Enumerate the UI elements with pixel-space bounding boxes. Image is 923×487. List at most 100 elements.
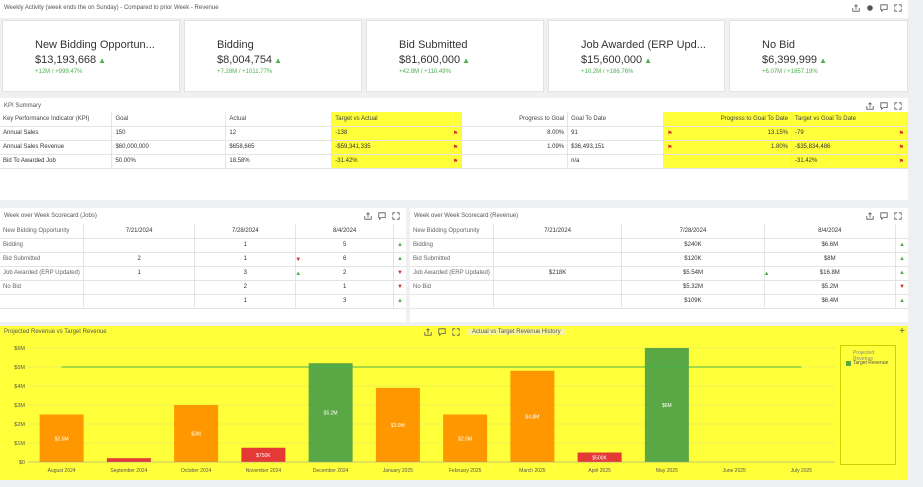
scorecard-row-label bbox=[410, 294, 494, 309]
trend-up-icon: ▲ bbox=[397, 256, 403, 262]
export-icon[interactable] bbox=[866, 102, 874, 110]
comment-icon[interactable] bbox=[880, 102, 888, 110]
scorecard-row: Bidding 1 5 ▲ bbox=[0, 238, 406, 253]
legend-title: Projected Revenue bbox=[853, 350, 875, 362]
kpi-card[interactable]: No Bid $6,399,999 ▲ +6.07M / +1857.19% bbox=[729, 20, 908, 92]
expand-icon[interactable] bbox=[894, 4, 902, 12]
expand-icon[interactable] bbox=[452, 328, 460, 336]
expand-icon[interactable] bbox=[392, 212, 400, 220]
export-icon[interactable] bbox=[364, 212, 372, 220]
kpi-cell-value: 8.00% bbox=[547, 130, 565, 136]
kpi-cell-tvgtd: -79 ⚑ bbox=[791, 126, 908, 141]
scorecard-date-header[interactable]: 8/4/2024 bbox=[764, 224, 897, 239]
card-value: $15,600,000 bbox=[581, 54, 643, 66]
scorecard-row: $109K $6.4M ▲ bbox=[410, 294, 908, 309]
chart-tab-history[interactable]: Actual vs Target Revenue History bbox=[468, 329, 565, 335]
kpi-cell-value: Bid To Awarded Job bbox=[3, 158, 56, 164]
scorecard-value: $240K bbox=[684, 242, 702, 248]
scorecard-date-header[interactable]: 7/21/2024 bbox=[493, 224, 623, 239]
header-tools bbox=[852, 4, 902, 12]
expand-icon[interactable] bbox=[894, 102, 902, 110]
kpi-card[interactable]: Bidding $8,004,754 ▲ +7.28M / +1011.77% bbox=[184, 20, 362, 92]
card-value: $8,004,754 bbox=[217, 54, 273, 66]
comment-icon[interactable] bbox=[438, 328, 446, 336]
kpi-cell-value: 13.15% bbox=[767, 129, 788, 136]
kpi-cell-value: $658,665 bbox=[229, 144, 255, 150]
scorecard-value: $5.32M bbox=[682, 284, 703, 290]
scorecard-cell bbox=[493, 280, 623, 295]
kpi-card[interactable]: Bid Submitted $81,600,000 ▲ +42.8M / +110.4… bbox=[366, 20, 544, 92]
scorecard-date-header[interactable]: 7/28/2024 bbox=[621, 224, 765, 239]
kpi-summary-title: KPI Summary bbox=[4, 103, 42, 109]
kpi-cell-value: 1.09% bbox=[547, 144, 565, 150]
export-icon[interactable] bbox=[852, 4, 860, 12]
kpi-column-header[interactable]: Actual bbox=[225, 112, 333, 127]
kpi-column-header[interactable]: Target vs Actual bbox=[331, 112, 463, 127]
trend-up-icon: ▲ bbox=[899, 298, 905, 304]
card-value-row: $81,600,000 ▲ bbox=[399, 54, 470, 66]
scorecard-cell: $6.4M bbox=[764, 294, 897, 309]
comment-icon[interactable] bbox=[880, 212, 888, 220]
scorecard-row: Bid Submitted $120K $8M ▲ bbox=[410, 252, 908, 267]
scorecard-date-header[interactable]: 7/28/2024 bbox=[194, 224, 297, 239]
kpi-cell-value: Annual Sales bbox=[3, 130, 39, 136]
kpi-cell-ptgtd: ⚑ 1.80% bbox=[663, 140, 792, 155]
kpi-row: Bid To Awarded Job 50.00% 18.58% -31.42% ⚑ n/… bbox=[0, 154, 908, 169]
add-icon[interactable]: + bbox=[899, 326, 905, 337]
chart-tab-projected[interactable]: Projected Revenue vs Target Revenue bbox=[4, 329, 107, 335]
scorecard-cell: $6.6M bbox=[764, 238, 897, 253]
comment-icon[interactable] bbox=[880, 4, 888, 12]
export-icon[interactable] bbox=[866, 212, 874, 220]
kpi-cell-value: 91 bbox=[571, 130, 578, 136]
chart-legend: Projected Revenue Target Revenue bbox=[840, 345, 896, 465]
kpi-column-header[interactable]: Progress to Goal bbox=[461, 112, 569, 127]
trend-down-icon: ▼ bbox=[397, 270, 403, 276]
scorecard-row-label: Bid Submitted bbox=[0, 252, 84, 267]
export-icon[interactable] bbox=[424, 328, 432, 336]
kpi-card[interactable]: Job Awarded (ERP Upd... $15,600,000 ▲ +10.2… bbox=[548, 20, 725, 92]
card-value: $81,600,000 bbox=[399, 54, 461, 66]
scorecard-value: $8M bbox=[823, 256, 836, 262]
kpi-cell-gtd: $36,493,151 bbox=[567, 140, 665, 155]
comment-icon[interactable] bbox=[378, 212, 386, 220]
scorecard-cell bbox=[493, 294, 623, 309]
scorecard-cell: 1 bbox=[194, 238, 297, 253]
scorecard-row-label: Bidding bbox=[410, 238, 494, 253]
scorecard-trend: ▲ bbox=[393, 252, 406, 267]
card-title: Bidding bbox=[217, 39, 254, 51]
red-flag-icon: ⚑ bbox=[667, 130, 673, 137]
settings-icon[interactable] bbox=[866, 4, 874, 12]
legend-item[interactable]: Target Revenue bbox=[846, 360, 888, 366]
scorecard-trend: ▼ bbox=[895, 280, 908, 295]
scorecard-trend: ▲ bbox=[393, 294, 406, 309]
kpi-column-header[interactable]: Progress to Goal To Date bbox=[663, 112, 792, 127]
kpi-cell-value: 12 bbox=[229, 130, 237, 136]
expand-icon[interactable] bbox=[894, 212, 902, 220]
scorecard-cell: $109K bbox=[621, 294, 765, 309]
scorecard-row: Bid Submitted 2 1 ▼ 6 ▲ bbox=[0, 252, 406, 267]
card-delta: +42.8M / +110.49% bbox=[399, 69, 451, 75]
kpi-column-header[interactable]: Target vs Goal To Date bbox=[791, 112, 908, 127]
kpi-cell-value: -79 bbox=[795, 129, 804, 136]
kpi-column-header[interactable]: Key Performance Indicator (KPI) bbox=[0, 112, 113, 127]
kpi-column-header[interactable]: Goal bbox=[111, 112, 227, 127]
card-value-row: $8,004,754 ▲ bbox=[217, 54, 282, 66]
card-title: No Bid bbox=[762, 39, 796, 51]
scorecard-cell: $5.2M bbox=[764, 280, 897, 295]
scorecard-date-header[interactable]: 7/21/2024 bbox=[83, 224, 196, 239]
scorecard-date-header[interactable]: 8/4/2024 bbox=[295, 224, 395, 239]
kpi-cell-value: -31.42% bbox=[335, 157, 358, 164]
kpi-column-header[interactable]: Goal To Date bbox=[567, 112, 665, 127]
scorecard-cell: 1 ▼ bbox=[194, 252, 301, 267]
kpi-cell-tvgtd: -31.42% ⚑ bbox=[791, 154, 908, 169]
trend-up-icon: ▲ bbox=[274, 56, 282, 65]
kpi-cell-tvgtd: -$35,834,486 ⚑ bbox=[791, 140, 908, 155]
trend-up-icon: ▲ bbox=[899, 270, 905, 276]
kpi-card[interactable]: New Bidding Opportun... $13,193,668 ▲ +12M … bbox=[2, 20, 180, 92]
scorecard-row-label: Job Awarded (ERP Updated) bbox=[0, 266, 84, 281]
kpi-cell-actual: 18.58% bbox=[225, 154, 333, 169]
kpi-cell-value: Annual Sales Revenue bbox=[3, 144, 65, 150]
card-title: Job Awarded (ERP Upd... bbox=[581, 39, 706, 51]
kpi-cell-tva: -$59,341,335 ⚑ bbox=[331, 140, 463, 155]
red-flag-icon: ⚑ bbox=[452, 158, 459, 165]
